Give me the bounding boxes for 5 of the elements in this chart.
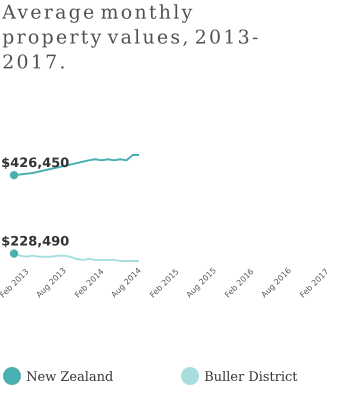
annotation: $426,450 — [2, 157, 69, 169]
legend-label: New Zealand — [26, 370, 113, 382]
annotation: $228,490 — [2, 236, 69, 248]
legend-label: Buller District — [204, 370, 298, 382]
chart-title: Average monthly property values, 2013-2017. — [2, 4, 258, 69]
